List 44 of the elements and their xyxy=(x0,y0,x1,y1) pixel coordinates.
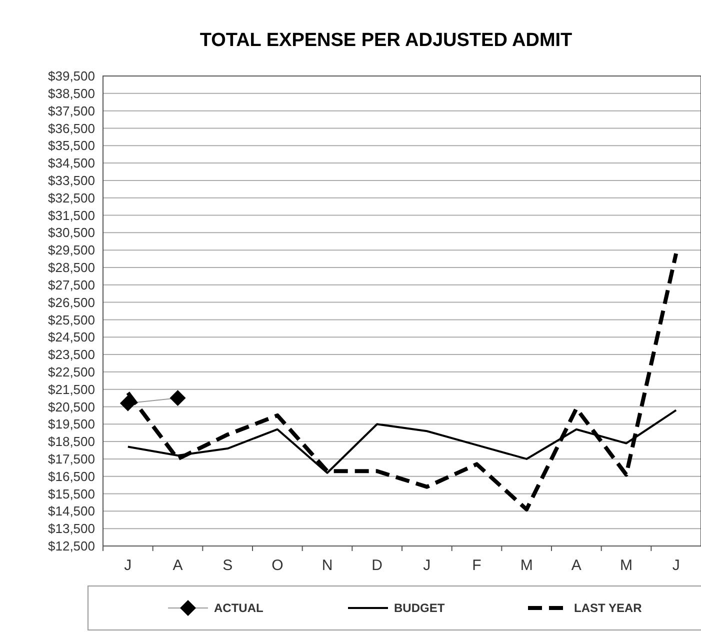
x-tick-label: M xyxy=(520,557,533,574)
y-tick-label: $14,500 xyxy=(48,504,95,519)
chart-title: TOTAL EXPENSE PER ADJUSTED ADMIT xyxy=(200,30,573,51)
x-tick-label: A xyxy=(172,557,183,574)
y-tick-label: $37,500 xyxy=(48,103,95,118)
y-tick-label: $39,500 xyxy=(48,68,95,84)
y-tick-label: $36,500 xyxy=(48,120,95,136)
y-tick-label: $21,500 xyxy=(48,382,95,397)
x-tick-label: J xyxy=(423,557,431,574)
x-tick-label: F xyxy=(472,557,482,574)
y-tick-label: $26,500 xyxy=(48,294,95,310)
y-tick-label: $12,500 xyxy=(48,538,95,554)
y-tick-label: $18,500 xyxy=(48,434,95,450)
y-tick-label: $23,500 xyxy=(48,347,95,362)
legend-label: LAST YEAR xyxy=(574,601,642,616)
y-tick-label: $16,500 xyxy=(48,468,95,484)
y-tick-label: $29,500 xyxy=(48,242,95,258)
x-tick-label: M xyxy=(620,557,632,574)
x-tick-label: J xyxy=(124,557,132,574)
x-tick-label: N xyxy=(322,557,333,574)
y-tick-label: $17,500 xyxy=(48,452,95,467)
y-tick-label: $30,500 xyxy=(48,225,95,240)
y-tick-label: $35,500 xyxy=(48,138,95,154)
x-tick-label: O xyxy=(272,557,284,574)
legend-label: BUDGET xyxy=(394,601,446,616)
y-tick-label: $13,500 xyxy=(48,521,95,536)
x-tick-label: D xyxy=(372,557,383,574)
y-tick-label: $32,500 xyxy=(48,190,95,206)
x-tick-label: S xyxy=(222,557,233,574)
y-tick-label: $24,500 xyxy=(48,330,95,345)
y-tick-label: $22,500 xyxy=(48,364,95,380)
y-tick-label: $38,500 xyxy=(48,86,95,101)
y-tick-label: $25,500 xyxy=(48,312,95,328)
y-tick-label: $31,500 xyxy=(48,208,95,223)
y-tick-label: $33,500 xyxy=(48,172,95,188)
x-tick-label: J xyxy=(672,557,680,574)
y-tick-label: $27,500 xyxy=(48,277,95,292)
y-tick-label: $34,500 xyxy=(48,156,95,171)
y-tick-label: $19,500 xyxy=(48,416,95,432)
legend-label: ACTUAL xyxy=(214,601,264,616)
y-tick-label: $20,500 xyxy=(48,399,95,414)
x-tick-label: A xyxy=(571,557,582,574)
y-tick-label: $28,500 xyxy=(48,260,95,276)
y-tick-label: $15,500 xyxy=(48,486,95,502)
